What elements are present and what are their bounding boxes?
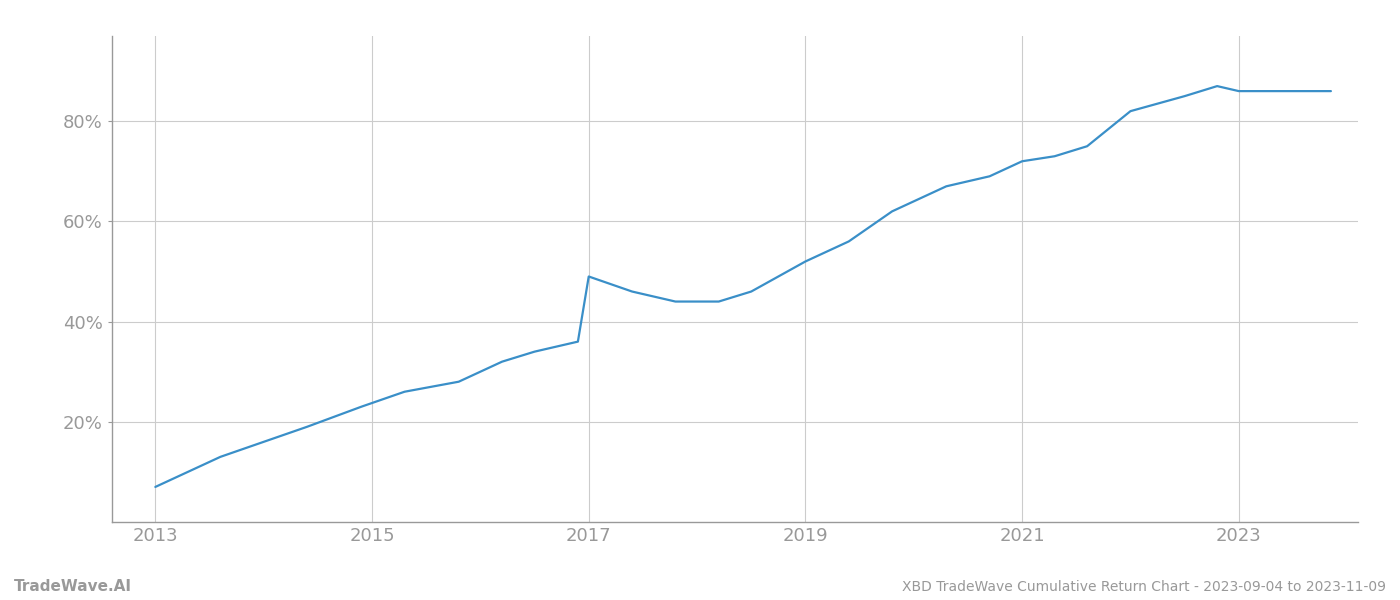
- Text: TradeWave.AI: TradeWave.AI: [14, 579, 132, 594]
- Text: XBD TradeWave Cumulative Return Chart - 2023-09-04 to 2023-11-09: XBD TradeWave Cumulative Return Chart - …: [902, 580, 1386, 594]
